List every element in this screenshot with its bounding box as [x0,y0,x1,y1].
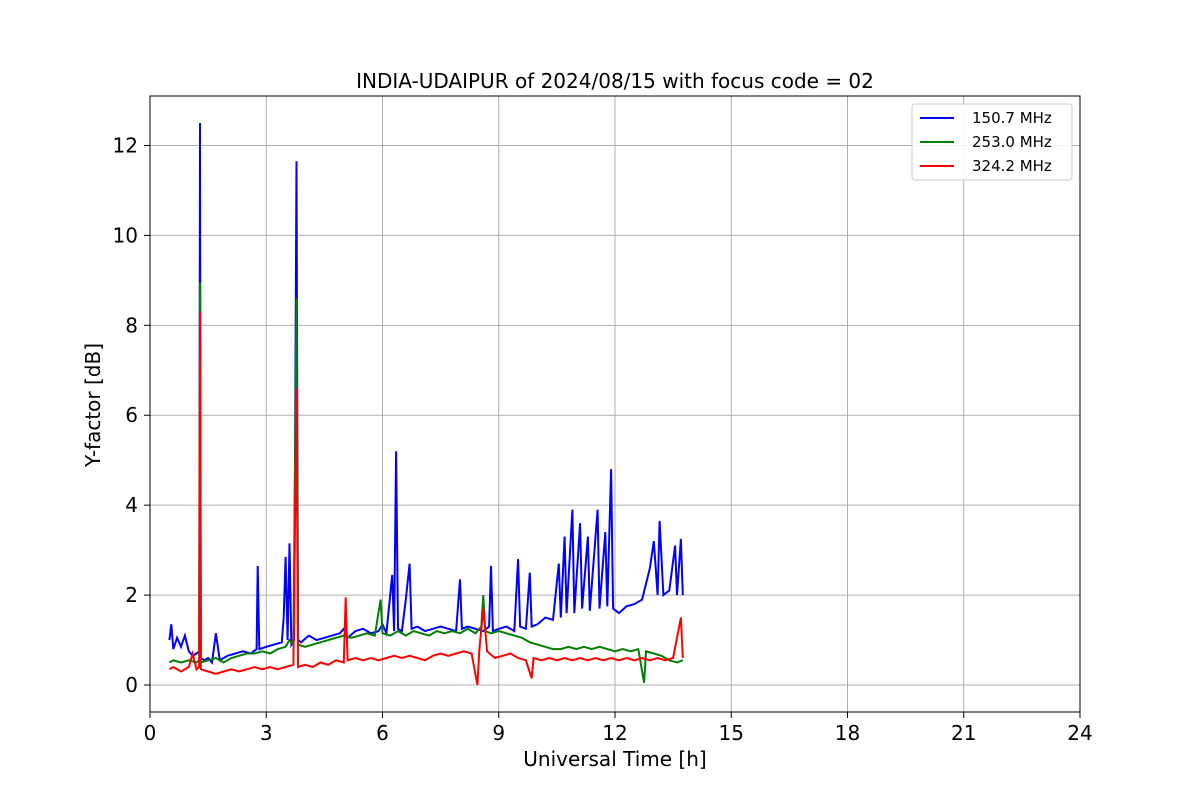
x-tick-label: 0 [144,721,157,745]
legend-label-1: 150.7 MHz [972,109,1052,127]
x-tick-label: 18 [835,721,860,745]
x-tick-label: 12 [602,721,627,745]
x-axis-label: Universal Time [h] [523,747,706,771]
x-tick-label: 24 [1067,721,1092,745]
y-tick-label: 0 [125,673,138,697]
y-axis-label: Y-factor [dB] [81,343,105,468]
legend-label-2: 253.0 MHz [972,133,1052,151]
y-tick-label: 8 [125,313,138,337]
x-tick-label: 21 [951,721,976,745]
legend-entries: 150.7 MHz 253.0 MHz 324.2 MHz [920,109,1052,175]
legend-box [911,103,1073,181]
y-tick-label: 4 [125,493,138,517]
y-tick-label: 10 [113,223,138,247]
series-line-2 [168,282,684,683]
chart-title: INDIA-UDAIPUR of 2024/08/15 with focus c… [356,69,874,93]
legend-label-3: 324.2 MHz [972,157,1052,175]
x-tick-label: 6 [376,721,389,745]
y-tick-label: 6 [125,403,138,427]
series-line-3 [168,311,684,686]
series-layer [168,122,684,686]
legend: 150.7 MHz 253.0 MHz 324.2 MHz [911,103,1073,181]
x-tick-label: 3 [260,721,273,745]
y-tick-label: 2 [125,583,138,607]
x-tick-label: 9 [492,721,505,745]
series-line-1 [168,122,684,665]
y-tick-label: 12 [113,133,138,157]
x-tick-label: 15 [719,721,744,745]
